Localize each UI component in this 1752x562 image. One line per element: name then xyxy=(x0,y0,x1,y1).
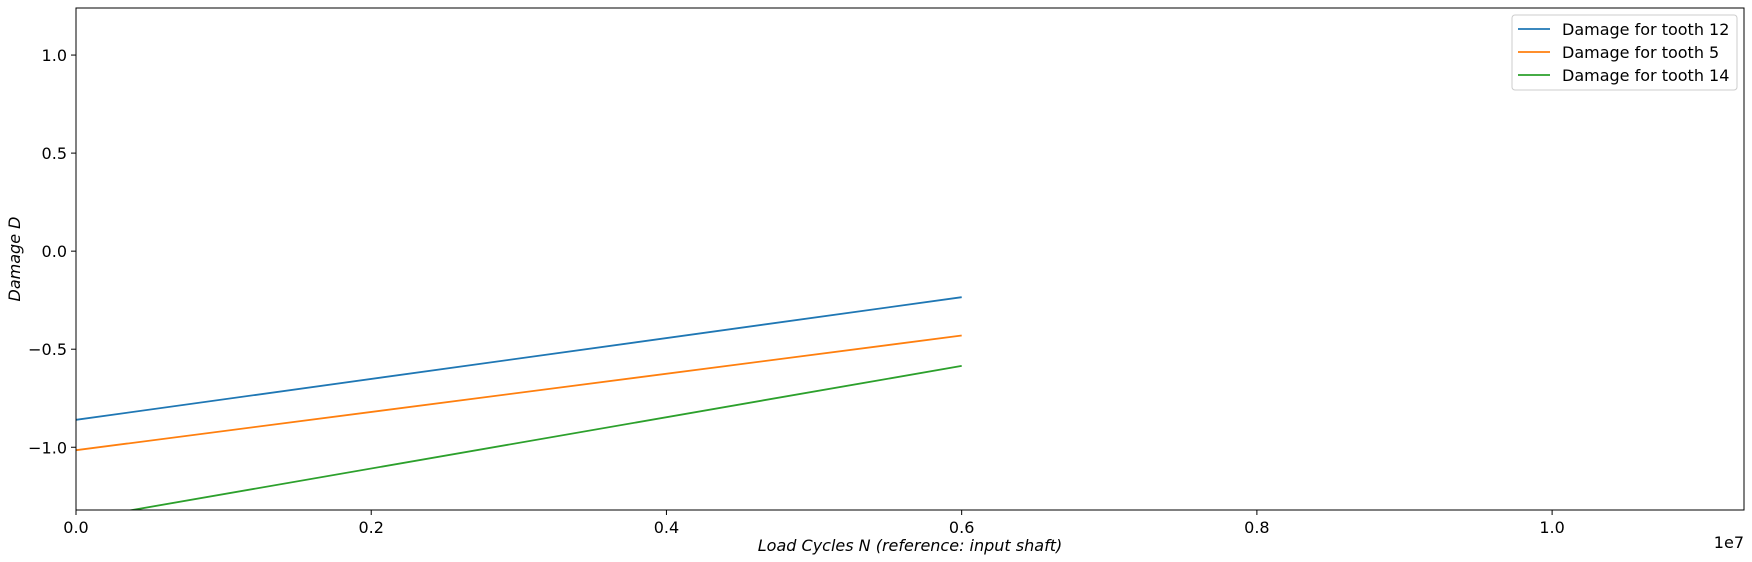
y-tick-label: −0.5 xyxy=(28,340,67,359)
x-tick-label: 0.4 xyxy=(654,518,679,537)
y-tick-label: 1.0 xyxy=(42,46,67,65)
legend-box xyxy=(1511,14,1738,91)
series-line-1 xyxy=(76,334,962,452)
series-line-0 xyxy=(76,296,962,421)
x-axis-label: Load Cycles N (reference: input shaft) xyxy=(758,536,1062,555)
legend-entry-label: Damage for tooth 12 xyxy=(1562,20,1729,39)
x-tick-label: 1.0 xyxy=(1539,518,1564,537)
y-axis: 1.0 0.5 0.0 −0.5 −1.0 xyxy=(28,46,76,457)
series-line-2 xyxy=(127,365,962,510)
x-tick-label: 0.8 xyxy=(1244,518,1269,537)
y-tick-label: −1.0 xyxy=(28,438,67,457)
y-tick-label: 0.5 xyxy=(42,144,67,163)
legend-entry-label: Damage for tooth 5 xyxy=(1562,43,1719,62)
legend: Damage for tooth 12 Damage for tooth 5 Dam… xyxy=(1511,14,1738,91)
x-tick-label: 0.6 xyxy=(949,518,974,537)
legend-entry-label: Damage for tooth 14 xyxy=(1562,66,1729,85)
x-axis-offset-text: 1e7 xyxy=(1714,533,1744,552)
x-axis: 0.0 0.2 0.4 0.6 0.8 1.0 xyxy=(63,510,1565,537)
x-tick-label: 0.0 xyxy=(63,518,88,537)
series-layer xyxy=(76,296,962,510)
x-tick-label: 0.2 xyxy=(358,518,383,537)
y-tick-label: 0.0 xyxy=(42,242,67,261)
plot-area-frame xyxy=(75,7,1745,511)
y-axis-label: Damage D xyxy=(5,217,24,302)
